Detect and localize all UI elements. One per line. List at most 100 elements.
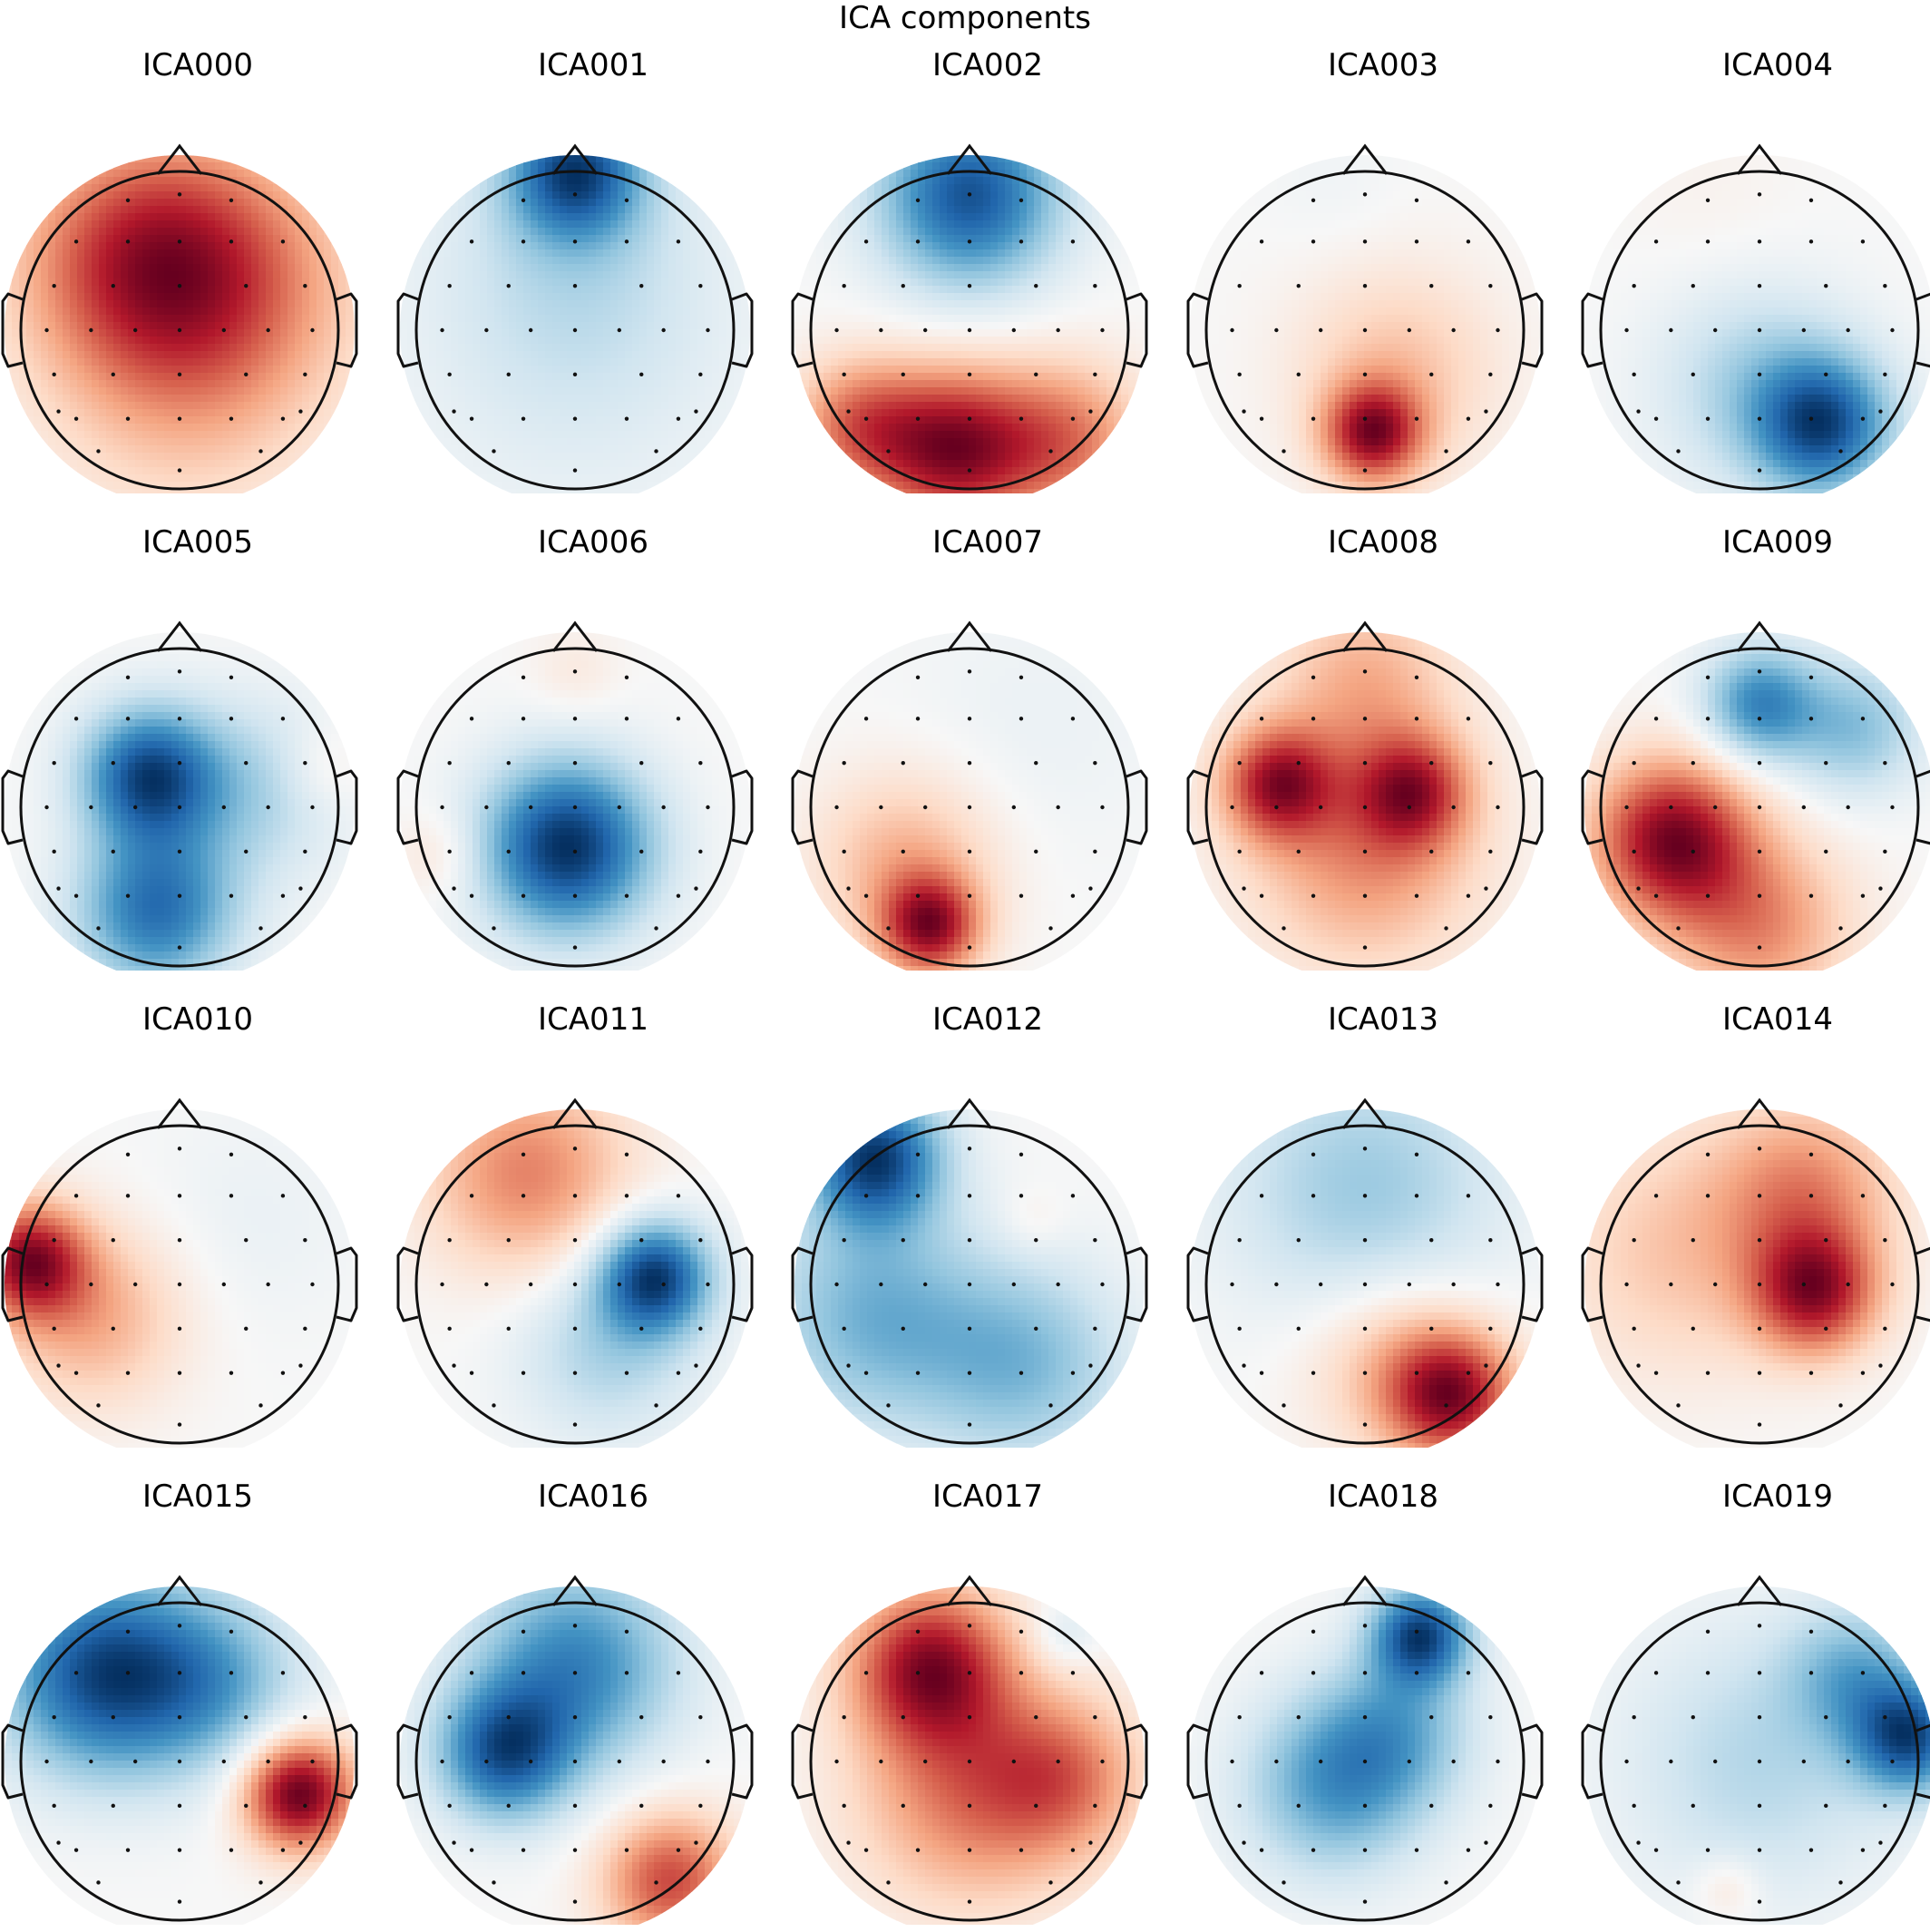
field-cell xyxy=(407,300,415,308)
field-cell xyxy=(222,162,230,171)
field-cell xyxy=(266,170,274,178)
field-cell xyxy=(473,264,481,272)
field-cell xyxy=(487,424,495,432)
field-cell xyxy=(41,431,49,439)
field-cell xyxy=(574,431,582,439)
field-cell xyxy=(77,387,85,395)
field-cell xyxy=(603,366,611,374)
field-cell xyxy=(552,373,560,381)
field-cell xyxy=(705,402,713,410)
field-cell xyxy=(317,438,325,446)
field-cell xyxy=(567,220,575,229)
field-cell xyxy=(654,220,662,229)
field-cell xyxy=(317,416,325,424)
field-cell xyxy=(179,424,187,432)
field-cell xyxy=(157,424,165,432)
field-cell xyxy=(229,271,238,279)
field-cell xyxy=(516,453,524,461)
field-cell xyxy=(1041,242,1049,250)
field-cell xyxy=(34,409,42,417)
field-cell xyxy=(84,264,93,272)
field-cell xyxy=(465,431,473,439)
field-cell xyxy=(237,416,245,424)
field-cell xyxy=(538,453,546,461)
sensor-dot xyxy=(521,416,525,420)
field-cell xyxy=(690,460,698,468)
field-cell xyxy=(838,249,846,258)
field-cell xyxy=(208,366,216,374)
field-cell xyxy=(150,489,158,493)
field-cell xyxy=(142,329,151,337)
field-cell xyxy=(538,184,546,192)
field-cell xyxy=(596,162,604,171)
field-cell xyxy=(317,424,325,432)
field-cell xyxy=(200,467,209,475)
field-cell xyxy=(77,395,85,403)
field-cell xyxy=(26,329,34,337)
field-cell xyxy=(99,337,107,345)
field-cell xyxy=(229,467,238,475)
field-cell xyxy=(193,177,201,185)
field-cell xyxy=(911,278,919,287)
field-cell xyxy=(816,315,824,323)
field-cell xyxy=(157,271,165,279)
field-cell xyxy=(280,366,288,374)
field-cell xyxy=(654,438,662,446)
field-cell xyxy=(451,286,459,294)
field-cell xyxy=(668,293,677,301)
field-cell xyxy=(581,438,590,446)
field-cell xyxy=(1034,199,1042,207)
field-cell xyxy=(142,307,151,316)
field-cell xyxy=(589,395,597,403)
field-cell xyxy=(99,170,107,178)
field-cell xyxy=(142,293,151,301)
field-cell xyxy=(251,373,259,381)
field-cell xyxy=(429,409,437,417)
field-cell xyxy=(215,286,223,294)
field-cell xyxy=(845,235,853,243)
field-cell xyxy=(215,228,223,236)
field-cell xyxy=(142,242,151,250)
field-cell xyxy=(302,307,310,316)
field-cell xyxy=(237,162,245,171)
field-cell xyxy=(647,286,655,294)
field-cell xyxy=(976,242,984,250)
sensor-dot xyxy=(507,284,511,288)
field-cell xyxy=(911,257,919,265)
field-cell xyxy=(596,300,604,308)
field-cell xyxy=(302,351,310,359)
field-cell xyxy=(280,351,288,359)
field-cell xyxy=(538,416,546,424)
field-cell xyxy=(516,424,524,432)
field-cell xyxy=(719,351,727,359)
field-cell xyxy=(596,431,604,439)
field-cell xyxy=(860,220,868,229)
field-cell xyxy=(1085,235,1093,243)
field-cell xyxy=(610,278,619,287)
field-cell xyxy=(661,271,669,279)
field-cell xyxy=(309,380,317,388)
field-cell xyxy=(560,257,568,265)
field-cell xyxy=(639,344,648,352)
field-cell xyxy=(581,453,590,461)
field-cell xyxy=(911,184,919,192)
field-cell xyxy=(1034,315,1042,323)
field-cell xyxy=(603,373,611,381)
field-cell xyxy=(625,162,633,171)
field-cell xyxy=(581,220,590,229)
field-cell xyxy=(1048,307,1057,316)
field-cell xyxy=(215,184,223,192)
field-cell xyxy=(802,329,810,337)
field-cell xyxy=(150,445,158,454)
field-cell xyxy=(647,300,655,308)
field-cell xyxy=(1027,191,1035,200)
field-cell xyxy=(295,213,303,221)
field-cell xyxy=(983,293,991,301)
field-cell xyxy=(618,467,626,475)
field-cell xyxy=(55,453,63,461)
field-cell xyxy=(266,474,274,483)
field-cell xyxy=(208,206,216,214)
field-cell xyxy=(186,213,194,221)
field-cell xyxy=(280,199,288,207)
field-cell xyxy=(545,300,553,308)
